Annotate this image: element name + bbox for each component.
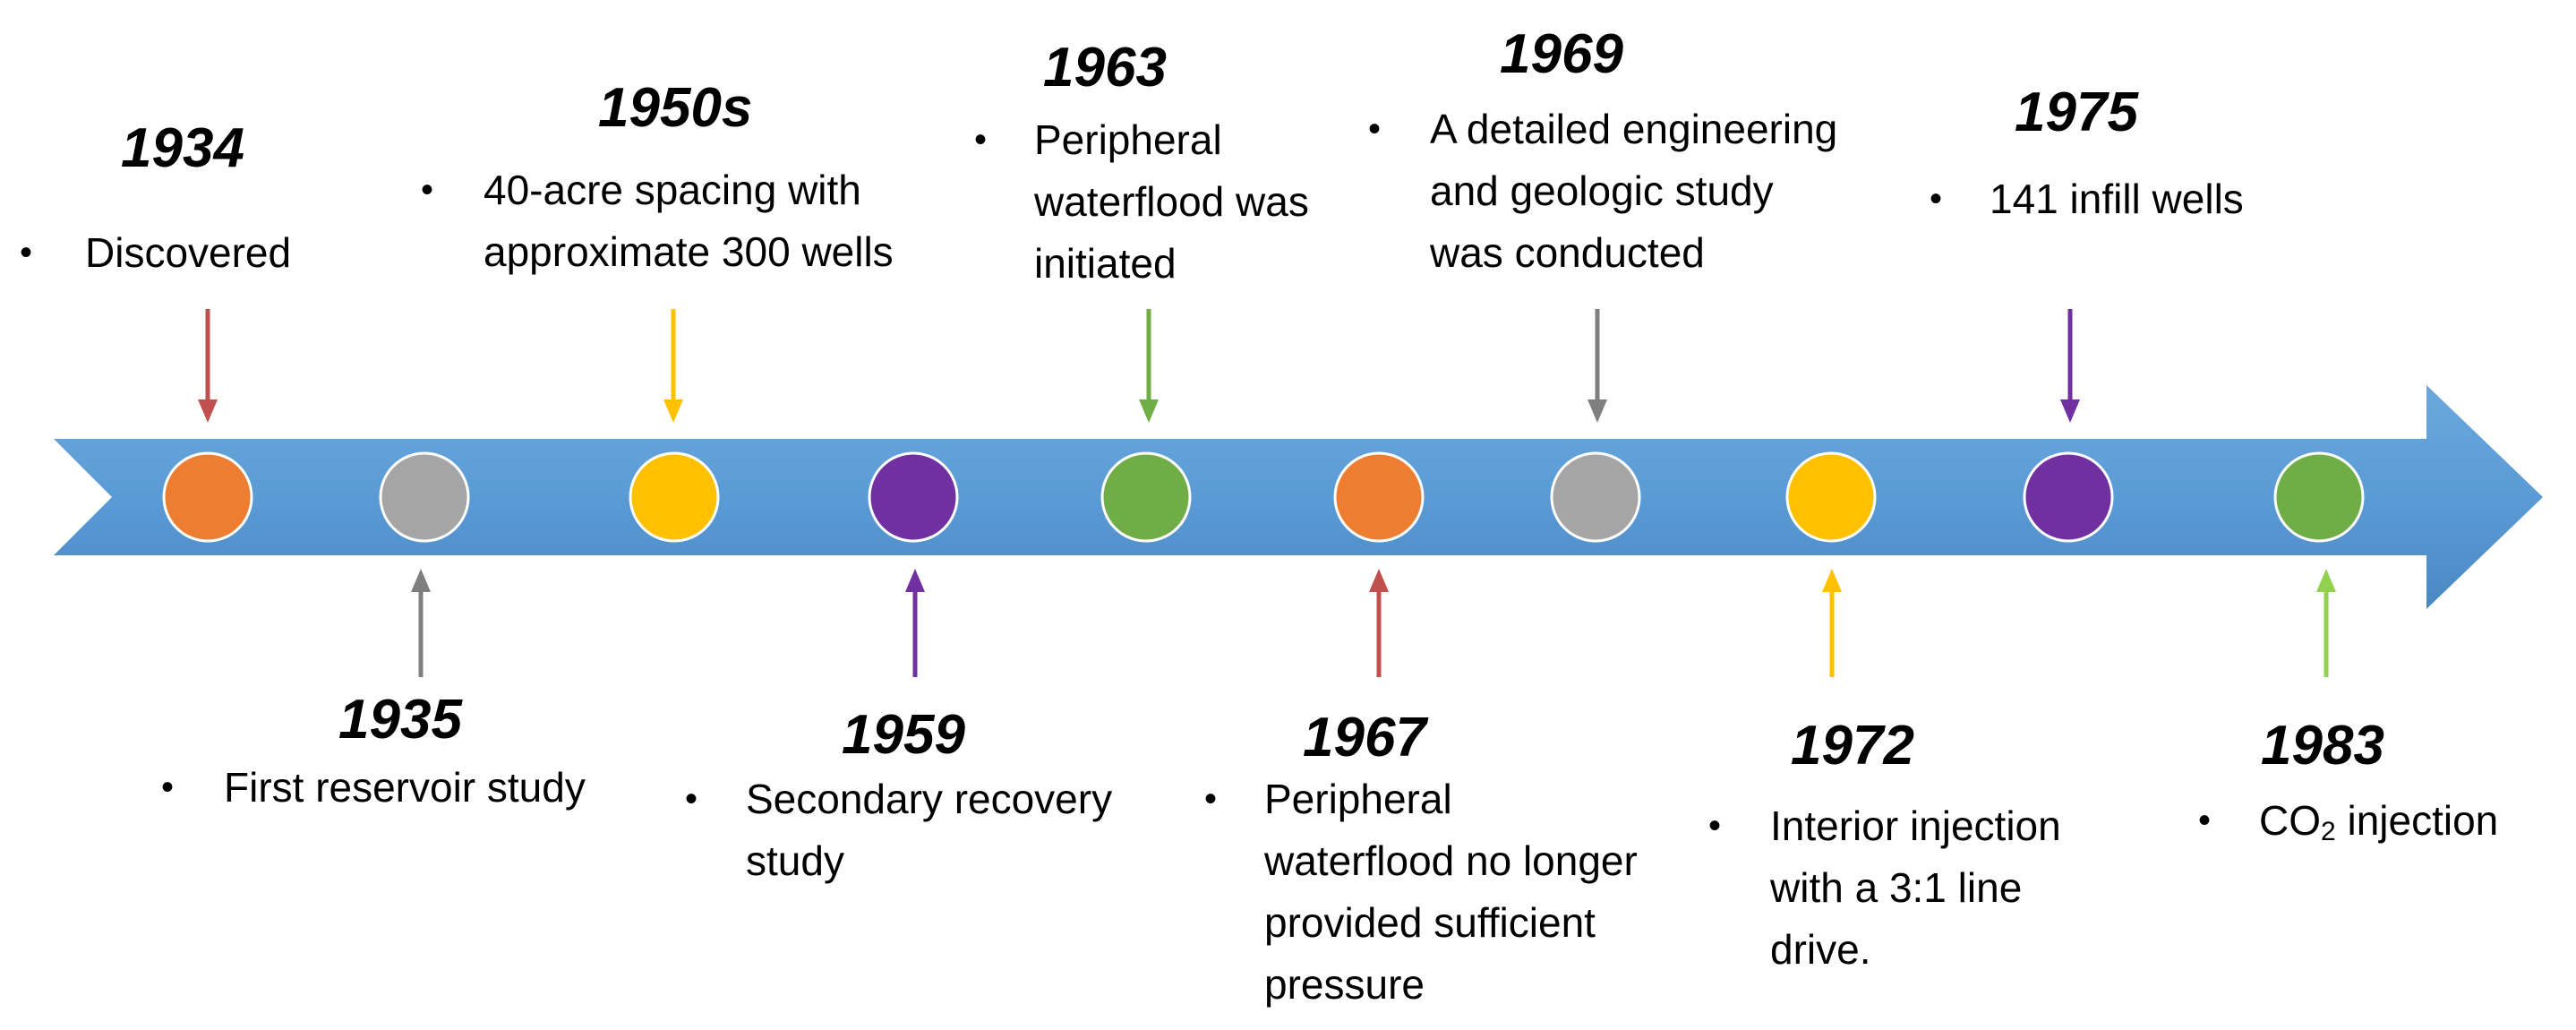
- year-label-1975: 1975: [2015, 82, 2138, 143]
- pointer-arrow-1950s: [663, 309, 683, 423]
- bullet-icon: •: [1204, 779, 1218, 819]
- event-description-1959: Secondary recovery study: [746, 776, 1113, 884]
- timeline-arrow-band: [54, 385, 2543, 609]
- bullet-icon: •: [421, 170, 434, 210]
- timeline-node-1975: [2023, 451, 2114, 543]
- bullet-icon: •: [2198, 801, 2212, 840]
- event-description-1950s: 40-acre spacing with approximate 300 well…: [484, 167, 894, 275]
- timeline-node-1983: [2273, 451, 2365, 543]
- timeline-node-1969: [1550, 451, 1641, 543]
- year-label-1935: 1935: [338, 689, 462, 751]
- pointer-arrow-1935: [411, 569, 431, 677]
- pointer-arrow-1972: [1822, 569, 1842, 677]
- pointer-arrow-1959: [905, 569, 925, 677]
- bullet-icon: •: [1368, 109, 1382, 149]
- bullet-icon: •: [161, 768, 175, 807]
- bullet-icon: •: [1708, 806, 1722, 845]
- event-description-1969: A detailed engineering and geologic study…: [1430, 106, 1838, 276]
- timeline-node-1967: [1333, 451, 1425, 543]
- year-label-1969: 1969: [1500, 23, 1623, 85]
- year-label-1967: 1967: [1303, 707, 1426, 768]
- timeline-node-1963: [1100, 451, 1192, 543]
- year-label-1959: 1959: [842, 704, 965, 766]
- timeline-node-1959: [868, 451, 959, 543]
- year-label-1963: 1963: [1043, 37, 1167, 99]
- pointer-arrow-1963: [1139, 309, 1159, 423]
- year-label-1950s: 1950s: [598, 77, 753, 139]
- pointer-arrow-1983: [2316, 569, 2336, 677]
- year-label-1934: 1934: [121, 117, 244, 179]
- event-description-1967: Peripheral waterflood no longer provided s…: [1264, 776, 1638, 1008]
- event-description-1935: First reservoir study: [224, 764, 586, 811]
- bullet-icon: •: [685, 779, 698, 819]
- event-description-1934: Discovered: [85, 229, 292, 276]
- timeline-node-1934: [162, 451, 253, 543]
- pointer-arrow-1969: [1588, 309, 1607, 423]
- timeline-node-1935: [379, 451, 470, 543]
- bullet-icon: •: [20, 233, 33, 272]
- event-description-1975: 141 infill wells: [1990, 176, 2244, 222]
- event-description-1972: Interior injection with a 3:1 line drive.: [1770, 803, 2061, 973]
- timeline-node-1950s: [629, 451, 720, 543]
- pointer-arrow-1967: [1369, 569, 1389, 677]
- pointer-arrow-1975: [2060, 309, 2080, 423]
- bullet-icon: •: [1930, 179, 1943, 219]
- event-description-1983: CO2 injection: [2259, 797, 2499, 846]
- event-description-1963: Peripheral waterflood was initiated: [1034, 116, 1309, 287]
- year-label-1972: 1972: [1791, 715, 1914, 777]
- timeline-node-1972: [1785, 451, 1877, 543]
- year-label-1983: 1983: [2261, 715, 2384, 777]
- bullet-icon: •: [974, 120, 988, 159]
- pointer-arrow-1934: [198, 309, 218, 423]
